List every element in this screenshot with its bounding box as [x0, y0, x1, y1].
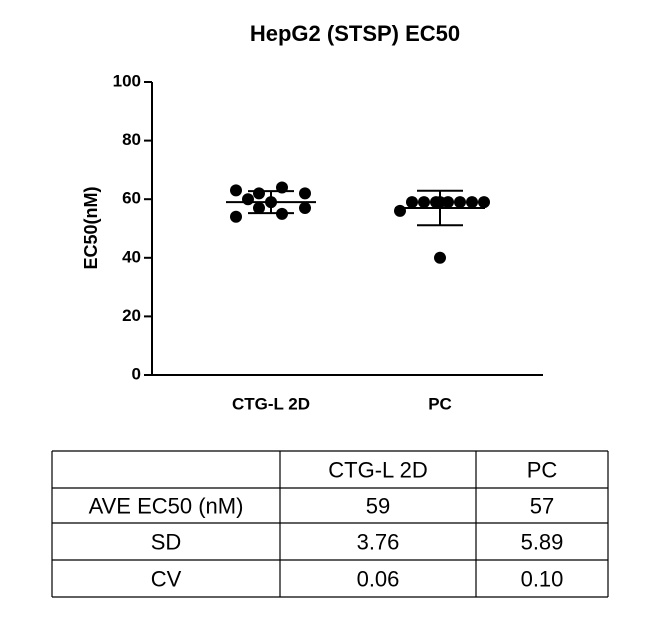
row-label: SD — [151, 529, 182, 554]
table-cell: 57 — [530, 493, 554, 518]
data-point — [454, 196, 466, 209]
x-tick-label: PC — [428, 394, 452, 413]
data-point — [242, 193, 254, 206]
y-tick-label: 100 — [113, 71, 141, 90]
data-point — [394, 204, 406, 217]
data-point — [299, 201, 311, 214]
data-point — [478, 196, 490, 209]
table-header: CTG-L 2D — [328, 457, 427, 482]
data-point — [466, 196, 478, 209]
y-tick-label: 80 — [122, 130, 141, 149]
data-point — [434, 251, 446, 264]
table-cell: 0.10 — [521, 566, 564, 591]
data-point — [299, 187, 311, 200]
x-tick-label: CTG-L 2D — [232, 394, 310, 413]
data-point — [230, 210, 242, 223]
y-axis-label: EC50(nM) — [81, 186, 101, 269]
data-point — [230, 184, 242, 197]
table-cell: 59 — [366, 493, 390, 518]
data-point — [253, 201, 265, 214]
data-point — [406, 196, 418, 209]
table-header: PC — [527, 457, 558, 482]
data-point — [253, 187, 265, 200]
row-label: AVE EC50 (nM) — [89, 493, 244, 518]
row-label: CV — [151, 566, 182, 591]
chart-title: HepG2 (STSP) EC50 — [250, 21, 460, 46]
y-tick-label: 60 — [122, 189, 141, 208]
y-tick-label: 40 — [122, 247, 141, 266]
table-cell: 0.06 — [357, 566, 400, 591]
y-tick-label: 0 — [132, 364, 141, 383]
y-tick-label: 20 — [122, 306, 141, 325]
data-point — [418, 196, 430, 209]
table-cell: 5.89 — [521, 529, 564, 554]
table-cell: 3.76 — [357, 529, 400, 554]
